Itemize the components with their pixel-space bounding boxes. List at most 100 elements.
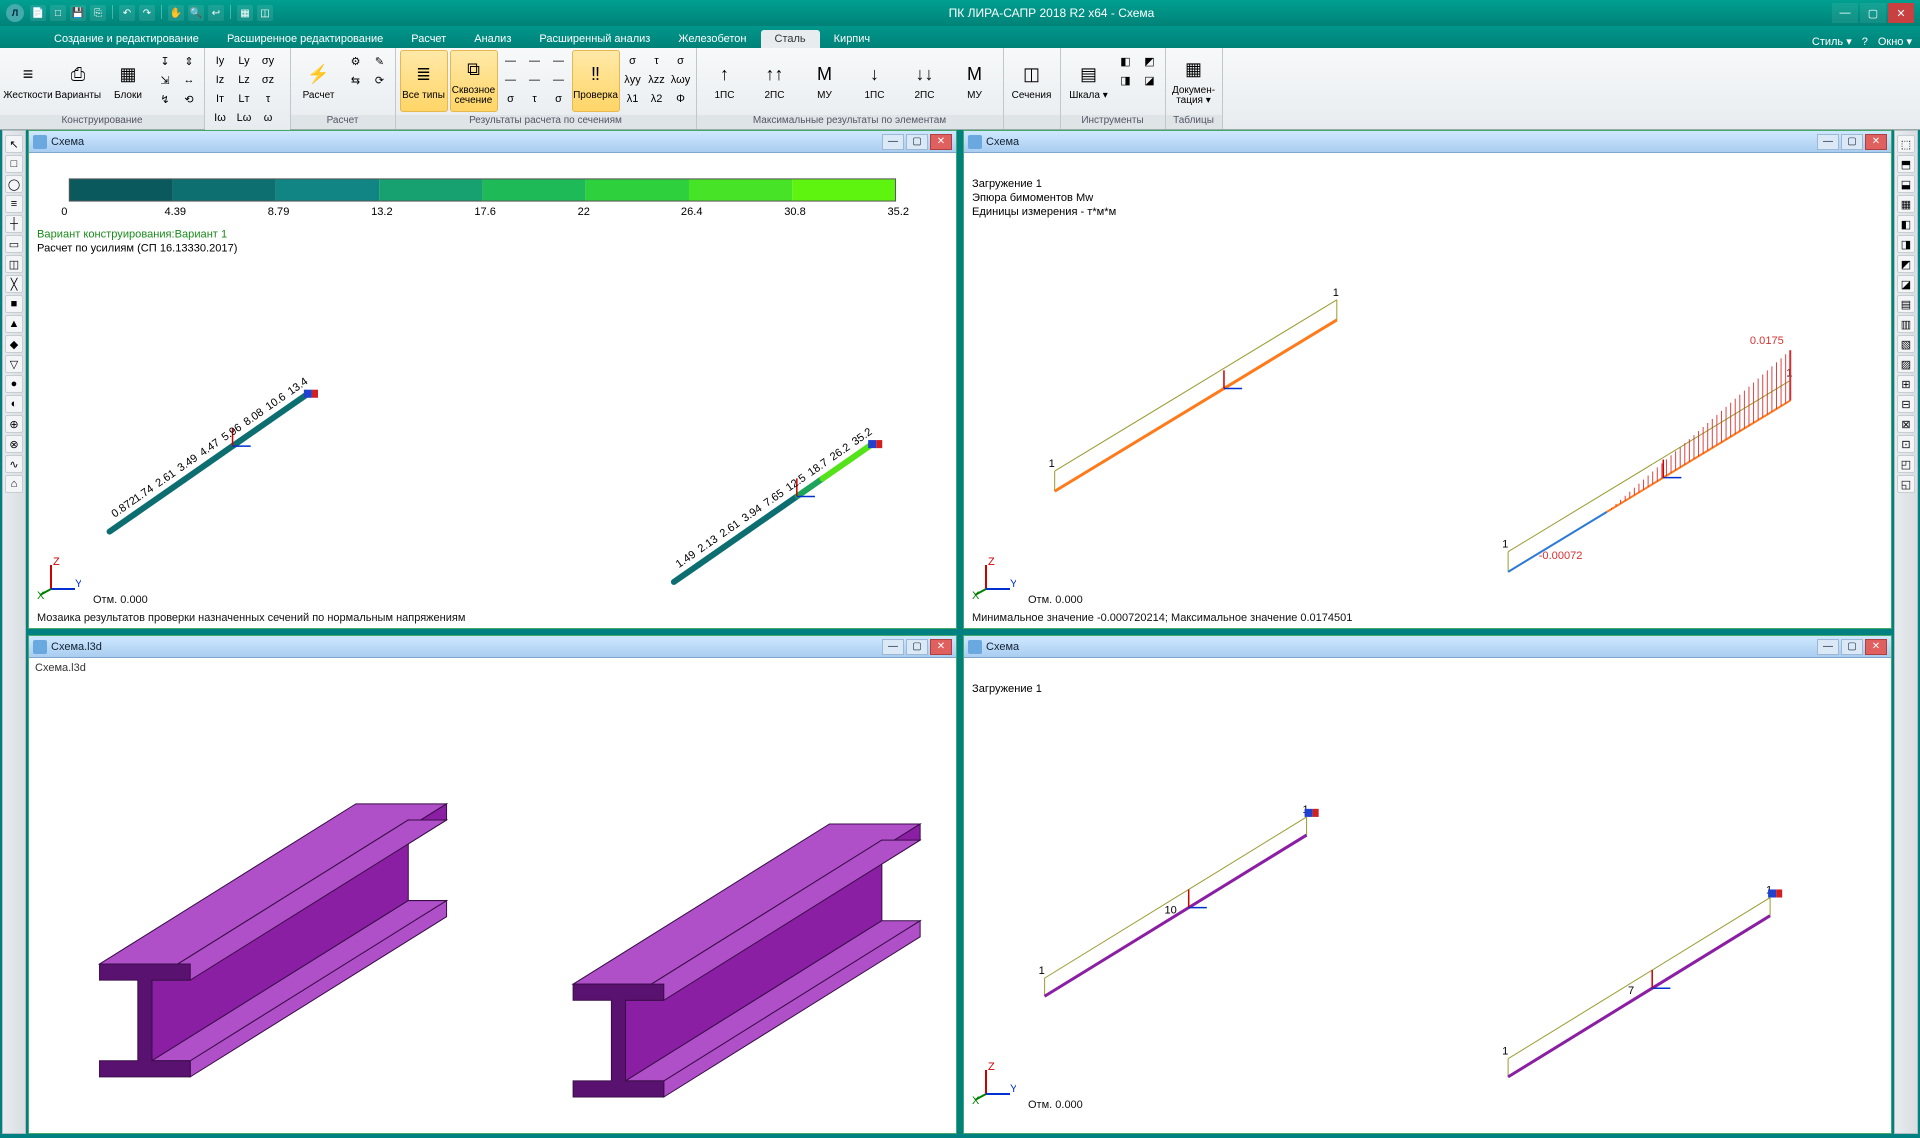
ribbon-button[interactable]: ⚡Расчет (295, 50, 343, 112)
pane-maximize-button[interactable]: ▢ (1841, 639, 1863, 655)
pane-maximize-button[interactable]: ▢ (1841, 134, 1863, 150)
ribbon-small-button[interactable]: ◧ (1115, 52, 1137, 70)
ribbon-button[interactable]: ‼Проверка (572, 50, 620, 112)
ribbon-small-button[interactable]: σ (670, 52, 692, 70)
pane-maximize-button[interactable]: ▢ (906, 134, 928, 150)
ribbon-button[interactable]: ≣Все типы (400, 50, 448, 112)
ribbon-small-button[interactable]: σy (257, 52, 279, 70)
ribbon-small-button[interactable]: ◨ (1115, 71, 1137, 89)
ribbon-small-button[interactable]: — (524, 71, 546, 89)
qat-file-icon[interactable]: 📄 (30, 5, 46, 21)
ribbon-tab[interactable]: Расширенный анализ (525, 30, 664, 48)
ribbon-button[interactable]: ↓1ПС (851, 50, 899, 112)
ribbon-small-button[interactable]: — (500, 52, 522, 70)
ribbon-small-button[interactable]: — (548, 71, 570, 89)
qat-prev-icon[interactable]: ↩ (208, 5, 224, 21)
qat-new-icon[interactable]: □ (50, 5, 66, 21)
ribbon-small-button[interactable]: ⟳ (369, 71, 391, 89)
ribbon-small-button[interactable]: ✎ (369, 52, 391, 70)
ribbon-small-button[interactable]: Iт (209, 90, 231, 108)
pane-maximize-button[interactable]: ▢ (906, 639, 928, 655)
ribbon-small-button[interactable]: λ1 (622, 90, 644, 108)
tool-button[interactable]: □ (5, 155, 23, 173)
tool-button[interactable]: ◐ (5, 395, 23, 413)
ribbon-small-button[interactable]: ↯ (154, 90, 176, 108)
ribbon-button[interactable]: ⧉Сквозное сечение (450, 50, 498, 112)
help-button[interactable]: ? (1862, 36, 1868, 48)
ribbon-small-button[interactable]: ⇆ (345, 71, 367, 89)
ribbon-small-button[interactable]: ⚙ (345, 52, 367, 70)
ribbon-small-button[interactable]: σ (548, 90, 570, 108)
tool-button[interactable]: ◫ (5, 255, 23, 273)
ribbon-button[interactable]: ≡Жесткости (4, 50, 52, 112)
ribbon-button[interactable]: ММУ (801, 50, 849, 112)
tool-button[interactable]: ╳ (5, 275, 23, 293)
tool-button[interactable]: ▥ (1897, 315, 1915, 333)
tool-button[interactable]: ■ (5, 295, 23, 313)
tool-button[interactable]: ⊞ (1897, 375, 1915, 393)
tool-button[interactable]: ▽ (5, 355, 23, 373)
tool-button[interactable]: ◪ (1897, 275, 1915, 293)
ribbon-tab[interactable]: Расширенное редактирование (213, 30, 397, 48)
tool-button[interactable]: ≡ (5, 195, 23, 213)
tool-button[interactable]: ┼ (5, 215, 23, 233)
ribbon-button[interactable]: ◫Сечения (1008, 50, 1056, 112)
tool-button[interactable]: ▧ (1897, 335, 1915, 353)
tool-button[interactable]: ⊕ (5, 415, 23, 433)
ribbon-small-button[interactable]: λ2 (646, 90, 668, 108)
ribbon-small-button[interactable]: Ly (233, 52, 255, 70)
ribbon-small-button[interactable]: λωy (670, 71, 692, 89)
tool-button[interactable]: ▨ (1897, 355, 1915, 373)
ribbon-small-button[interactable]: — (500, 71, 522, 89)
ribbon-small-button[interactable]: ⇲ (154, 71, 176, 89)
tool-button[interactable]: ◰ (1897, 455, 1915, 473)
ribbon-small-button[interactable]: ↧ (154, 52, 176, 70)
qat-undo-icon[interactable]: ↶ (119, 5, 135, 21)
ribbon-small-button[interactable]: Lω (233, 109, 255, 127)
ribbon-small-button[interactable]: σz (257, 71, 279, 89)
ribbon-small-button[interactable]: ω (257, 109, 279, 127)
pane-close-button[interactable]: ✕ (930, 134, 952, 150)
ribbon-small-button[interactable]: σ (500, 90, 522, 108)
ribbon-small-button[interactable]: σ (622, 52, 644, 70)
tool-button[interactable]: ⌂ (5, 475, 23, 493)
tool-button[interactable]: ↖ (5, 135, 23, 153)
ribbon-small-button[interactable]: λyy (622, 71, 644, 89)
ribbon-small-button[interactable]: τ (257, 90, 279, 108)
window-dropdown[interactable]: Окно ▾ (1878, 35, 1912, 48)
ribbon-button[interactable]: ⎙Варианты (54, 50, 102, 112)
pane-close-button[interactable]: ✕ (930, 639, 952, 655)
ribbon-tab[interactable]: Сталь (761, 30, 820, 48)
ribbon-tab[interactable]: Создание и редактирование (40, 30, 213, 48)
ribbon-small-button[interactable]: λzz (646, 71, 668, 89)
ribbon-small-button[interactable]: Iz (209, 71, 231, 89)
qat-redo-icon[interactable]: ↷ (139, 5, 155, 21)
ribbon-tab[interactable]: Расчет (397, 30, 460, 48)
ribbon-small-button[interactable]: Iω (209, 109, 231, 127)
window-maximize-button[interactable]: ▢ (1860, 3, 1886, 23)
ribbon-button[interactable]: ▤Шкала ▾ (1065, 50, 1113, 112)
tool-button[interactable]: ◩ (1897, 255, 1915, 273)
pane-minimize-button[interactable]: — (882, 134, 904, 150)
tool-button[interactable]: ● (5, 375, 23, 393)
qat-hand-icon[interactable]: ✋ (168, 5, 184, 21)
pane-close-button[interactable]: ✕ (1865, 639, 1887, 655)
tool-button[interactable]: ◧ (1897, 215, 1915, 233)
tool-button[interactable]: ▦ (1897, 195, 1915, 213)
ribbon-button[interactable]: ▦Блоки (104, 50, 152, 112)
ribbon-small-button[interactable]: ◪ (1139, 71, 1161, 89)
ribbon-tab[interactable]: Кирпич (820, 30, 885, 48)
ribbon-button[interactable]: ▦Докумен-тация ▾ (1170, 50, 1218, 112)
tool-button[interactable]: ⬓ (1897, 175, 1915, 193)
ribbon-small-button[interactable]: Lт (233, 90, 255, 108)
pane-minimize-button[interactable]: — (1817, 639, 1839, 655)
window-minimize-button[interactable]: — (1832, 3, 1858, 23)
ribbon-tab[interactable]: Железобетон (664, 30, 760, 48)
ribbon-small-button[interactable]: ◩ (1139, 52, 1161, 70)
ribbon-small-button[interactable]: — (548, 52, 570, 70)
pane-close-button[interactable]: ✕ (1865, 134, 1887, 150)
ribbon-small-button[interactable]: Φ (670, 90, 692, 108)
tool-button[interactable]: ⊠ (1897, 415, 1915, 433)
ribbon-small-button[interactable]: Lz (233, 71, 255, 89)
tool-button[interactable]: ◯ (5, 175, 23, 193)
